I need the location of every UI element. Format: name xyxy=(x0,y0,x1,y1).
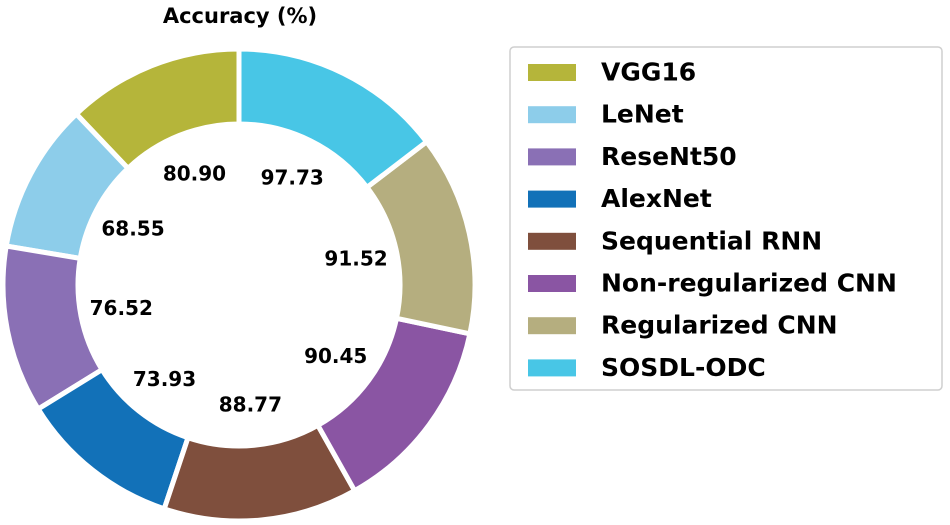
legend-swatch xyxy=(528,317,576,335)
slice-label-sosdl-odc: 97.73 xyxy=(261,165,324,189)
slice-label-non-regularized-cnn: 90.45 xyxy=(304,344,367,368)
slice-label-alexnet: 73.93 xyxy=(133,367,196,391)
legend-swatch xyxy=(528,190,576,208)
legend-entry-label: AlexNet xyxy=(601,184,712,213)
slice-sosdl-odc xyxy=(236,46,431,191)
slice-label-sequential-rnn: 88.77 xyxy=(219,392,282,416)
legend-swatch xyxy=(528,275,576,292)
legend-entry-label: VGG16 xyxy=(601,58,696,87)
legend-entry-label: SOSDL-ODC xyxy=(601,353,766,382)
legend-swatch xyxy=(528,148,576,166)
legend: VGG16 LeNet ReseNt50 AlexNet Sequential RNN N… xyxy=(509,46,943,391)
donut-slices xyxy=(0,46,478,524)
legend-swatch xyxy=(528,232,576,250)
slice-label-lenet: 68.55 xyxy=(101,217,164,241)
legend-frame xyxy=(509,46,943,391)
legend-entry-label: Non-regularized CNN xyxy=(601,269,897,298)
legend-entry-label: Sequential RNN xyxy=(601,226,822,255)
slice-label-vgg16: 80.90 xyxy=(163,162,226,186)
legend-entry-label: ReseNt50 xyxy=(601,142,737,171)
chart-title: Accuracy (%) xyxy=(163,4,317,28)
legend-swatch xyxy=(528,359,576,377)
slice-label-regularized-cnn: 91.52 xyxy=(324,247,387,271)
legend-entry-label: Regularized CNN xyxy=(601,311,838,340)
slice-value-labels: 80.90 68.55 76.52 73.93 88.77 90.45 91.52 97.73 xyxy=(90,162,388,417)
legend-swatch xyxy=(528,106,576,124)
slice-label-resent50: 76.52 xyxy=(90,296,153,320)
legend-swatch xyxy=(528,64,576,81)
legend-entry-label: LeNet xyxy=(601,100,684,129)
